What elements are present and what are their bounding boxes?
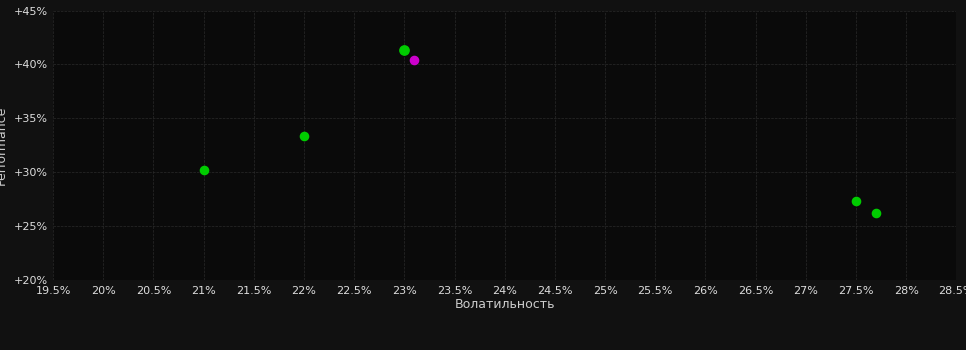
- Y-axis label: Performance: Performance: [0, 106, 8, 185]
- X-axis label: Волатильность: Волатильность: [454, 298, 555, 312]
- Point: [407, 57, 422, 63]
- Point: [397, 48, 412, 53]
- Point: [848, 198, 864, 204]
- Point: [196, 167, 212, 173]
- Point: [297, 133, 312, 138]
- Point: [868, 210, 884, 216]
